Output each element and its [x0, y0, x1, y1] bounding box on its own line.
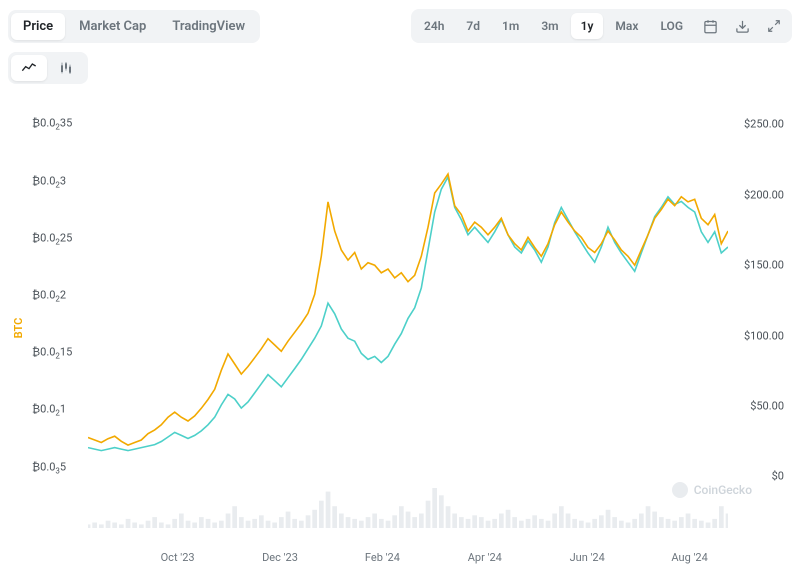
tab-price[interactable]: Price — [11, 13, 65, 40]
price-chart[interactable] — [88, 98, 728, 538]
range-1y[interactable]: 1y — [571, 13, 604, 39]
y-tick-right: $250.00 — [744, 118, 784, 131]
y-tick-right: $100.00 — [744, 329, 784, 342]
y-tick-right: $200.00 — [744, 188, 784, 201]
y-tick-left: ₿0.035 — [32, 460, 66, 475]
y-tick-left: ₿0.0225 — [32, 231, 72, 246]
y-tick-left: ₿0.022 — [32, 288, 66, 303]
view-tabs: Price Market Cap TradingView — [8, 10, 260, 43]
tab-tradingview[interactable]: TradingView — [160, 13, 257, 40]
chart-type-tabs — [8, 52, 88, 84]
x-tick: Dec '23 — [262, 551, 298, 564]
watermark: CoinGecko — [672, 482, 752, 498]
y-tick-right: $50.00 — [750, 400, 784, 413]
line-chart-icon[interactable] — [11, 55, 47, 81]
candlestick-chart-icon[interactable] — [49, 55, 85, 81]
x-tick: Aug '24 — [671, 551, 707, 564]
range-max[interactable]: Max — [605, 13, 648, 39]
y-tick-right: $150.00 — [744, 259, 784, 272]
calendar-icon[interactable] — [695, 12, 725, 40]
coingecko-icon — [672, 482, 688, 498]
left-axis-label: BTC — [12, 318, 25, 339]
chart-area: BTC ₿0.0235 ₿0.023 ₿0.0225 ₿0.022 ₿0.0215 ₿0.… — [8, 88, 792, 568]
watermark-text: CoinGecko — [694, 483, 752, 497]
x-tick: Apr '24 — [468, 551, 502, 564]
range-24h[interactable]: 24h — [414, 13, 454, 39]
expand-icon[interactable] — [759, 12, 789, 40]
tab-marketcap[interactable]: Market Cap — [67, 13, 158, 40]
range-7d[interactable]: 7d — [456, 13, 490, 39]
range-log[interactable]: LOG — [650, 13, 693, 39]
x-tick: Oct '23 — [161, 551, 195, 564]
x-tick: Jun '24 — [570, 551, 605, 564]
toolbar: Price Market Cap TradingView 24h 7d 1m 3… — [8, 8, 792, 44]
x-tick: Feb '24 — [365, 551, 400, 564]
y-tick-left: ₿0.021 — [32, 403, 66, 418]
y-tick-left: ₿0.0215 — [32, 346, 72, 361]
range-controls: 24h 7d 1m 3m 1y Max LOG — [411, 9, 792, 43]
y-tick-left: ₿0.023 — [32, 174, 66, 189]
download-icon[interactable] — [727, 12, 757, 40]
y-tick-left: ₿0.0235 — [32, 117, 72, 132]
y-tick-right: $0 — [772, 470, 784, 483]
range-3m[interactable]: 3m — [531, 13, 568, 39]
range-1m[interactable]: 1m — [492, 13, 529, 39]
